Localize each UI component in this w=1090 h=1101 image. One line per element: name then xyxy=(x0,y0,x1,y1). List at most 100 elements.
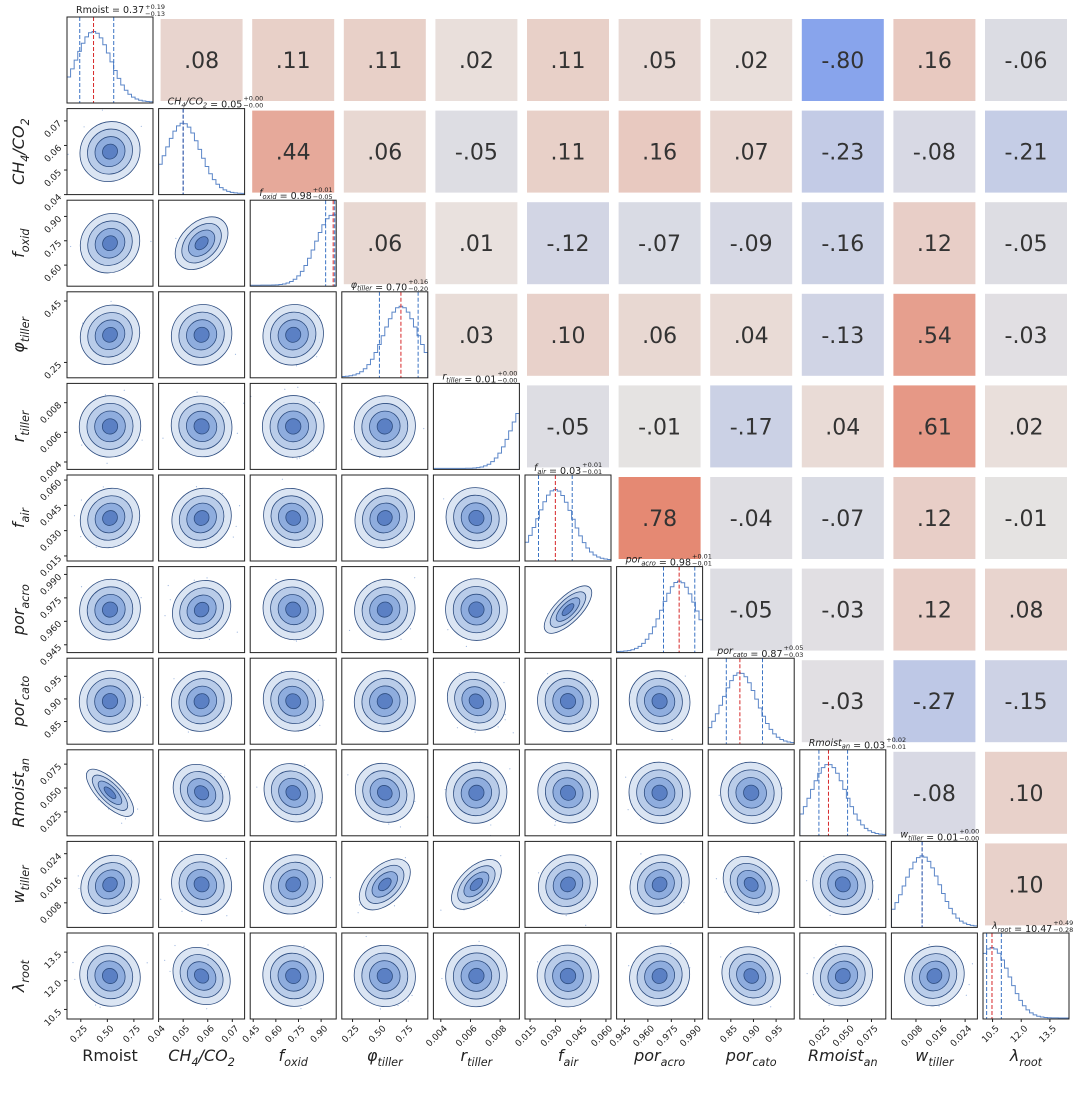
density-contour xyxy=(651,784,668,801)
panel-content xyxy=(73,486,141,549)
scatter-point xyxy=(400,638,402,640)
panel xyxy=(158,199,246,287)
scatter-cloud xyxy=(86,768,139,824)
panel-frame xyxy=(982,932,1070,1020)
y-axis-label: φtiller xyxy=(9,316,32,353)
correlation-cell xyxy=(710,202,793,285)
panel-content xyxy=(891,841,978,928)
scatter-point xyxy=(175,237,177,240)
density-contour xyxy=(285,510,301,526)
scatter-point xyxy=(181,910,183,912)
scatter-cloud xyxy=(806,944,874,1007)
label-base: por xyxy=(9,607,28,636)
scatter-point xyxy=(522,809,524,811)
panel: λroot = 10.47+0.49−0.28 xyxy=(982,919,1073,1020)
x-tick-label: 0.945 xyxy=(608,1024,633,1049)
correlation-label: .06 xyxy=(642,324,677,349)
scatter-point xyxy=(512,732,514,734)
scatter-point xyxy=(388,823,390,825)
panel-frame xyxy=(249,749,337,837)
histogram xyxy=(67,30,153,103)
y-tick-label: 0.95 xyxy=(43,674,64,695)
panel-frame xyxy=(524,840,612,928)
x-axis-label: λroot xyxy=(1009,1046,1043,1069)
scatter-cloud xyxy=(629,853,690,915)
correlation-cell xyxy=(893,660,976,743)
scatter-point xyxy=(196,391,198,393)
scatter-point xyxy=(316,356,318,358)
scatter-point xyxy=(106,462,108,464)
panel-frame xyxy=(524,657,612,745)
panel-content xyxy=(170,304,237,366)
label-subscript: root xyxy=(19,959,32,982)
panel-content xyxy=(718,761,783,824)
scatter-cloud xyxy=(628,942,691,1007)
panel-frame xyxy=(158,108,246,196)
scatter-point xyxy=(164,959,166,961)
panel xyxy=(66,840,154,928)
title-median: 0.37 xyxy=(123,5,144,16)
title-separator: = xyxy=(109,5,123,16)
y-axis-label: foxid xyxy=(9,228,32,258)
title-plus: +0.01 xyxy=(582,461,602,469)
scatter-cloud xyxy=(174,216,229,270)
scatter-point xyxy=(812,993,815,996)
scatter-point xyxy=(67,153,69,155)
title-separator: = xyxy=(923,832,937,843)
title-median: 0.03 xyxy=(864,741,885,752)
x-axis-label: Rmoistan xyxy=(808,1046,878,1069)
scatter-point xyxy=(689,967,691,969)
correlation-cell xyxy=(801,202,884,285)
scatter-cloud xyxy=(445,578,508,647)
label-subscript: oxid xyxy=(284,1056,309,1069)
scatter-point xyxy=(670,942,672,945)
correlation-cell xyxy=(618,293,701,376)
scatter-point xyxy=(397,1004,399,1007)
density-contour xyxy=(102,876,118,893)
title-plus: +0.00 xyxy=(959,827,979,835)
title-separator: = xyxy=(207,99,221,110)
panel-content xyxy=(708,658,795,745)
scatter-point xyxy=(724,891,726,893)
histogram xyxy=(525,488,611,561)
scatter-point xyxy=(873,880,875,882)
scatter-point xyxy=(173,678,175,680)
scatter-point xyxy=(474,731,476,733)
panel-frame xyxy=(432,382,520,470)
title-median: 0.01 xyxy=(937,832,958,843)
scatter-point xyxy=(414,800,416,803)
scatter-point xyxy=(347,774,349,776)
panel: fair = 0.03+0.01−0.01 xyxy=(524,461,612,562)
scatter-point xyxy=(683,902,685,904)
scatter-cloud xyxy=(357,857,411,914)
panel-frame xyxy=(66,382,154,470)
correlation-label: -.03 xyxy=(821,690,864,715)
panel xyxy=(524,932,612,1020)
density-contour xyxy=(285,326,302,343)
panel-content xyxy=(537,854,598,926)
panel-frame xyxy=(432,749,520,837)
correlation-cell xyxy=(893,477,976,559)
panel-frame xyxy=(158,566,246,654)
scatter-point xyxy=(358,904,361,906)
panel-content xyxy=(78,389,143,464)
scatter-point xyxy=(223,401,225,404)
correlation-cell xyxy=(252,19,335,101)
label-base: por xyxy=(9,699,28,728)
label-base: por xyxy=(625,555,643,566)
panel-frame xyxy=(66,932,154,1020)
x-tick-label: 0.60 xyxy=(264,1024,285,1045)
correlation-label: -.05 xyxy=(455,141,498,166)
correlation-label: -.07 xyxy=(821,507,864,532)
correlation-label: .12 xyxy=(917,232,952,257)
scatter-cloud xyxy=(441,940,508,1008)
x-tick-label: 0.90 xyxy=(309,1024,330,1045)
scatter-point xyxy=(82,322,84,324)
correlation-label: .78 xyxy=(642,507,677,532)
panel-frame xyxy=(66,474,154,562)
title-median: 0.98 xyxy=(670,557,691,568)
density-contour xyxy=(468,510,485,526)
scatter-point xyxy=(97,799,99,801)
title-minus: −0.03 xyxy=(783,651,803,659)
